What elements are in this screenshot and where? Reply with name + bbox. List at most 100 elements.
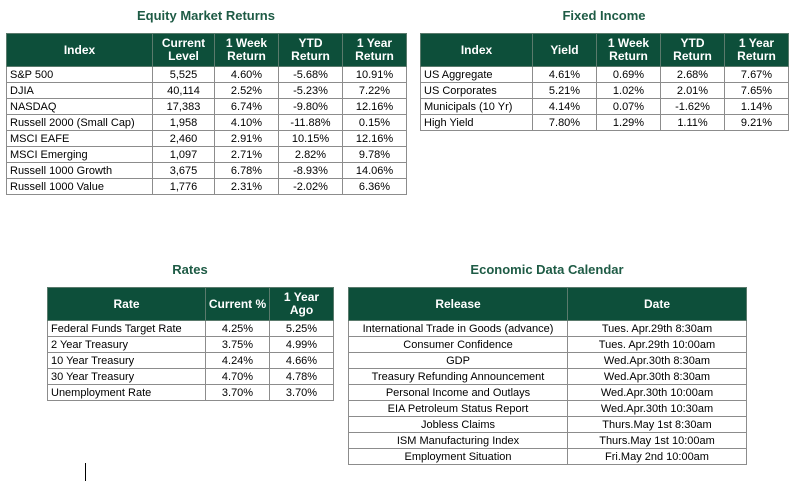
week-return: 1.02%: [596, 82, 661, 99]
table-row: US Aggregate 4.61% 0.69% 2.68% 7.67%: [420, 66, 789, 83]
table-row: 10 Year Treasury 4.24% 4.66%: [47, 352, 334, 369]
table-row: EIA Petroleum Status Report Wed.Apr.30th…: [348, 400, 747, 417]
ytd-return: -11.88%: [278, 114, 343, 131]
index-name: DJIA: [6, 82, 153, 99]
table-row: US Corporates 5.21% 1.02% 2.01% 7.65%: [420, 82, 789, 99]
year-ago-rate: 5.25%: [269, 320, 334, 337]
equity-header-1-week-return: 1 Week Return: [214, 33, 279, 67]
year-ago-rate: 3.70%: [269, 384, 334, 401]
table-row: 2 Year Treasury 3.75% 4.99%: [47, 336, 334, 353]
rates-table: Rate Current % 1 Year Ago Federal Funds …: [47, 287, 334, 401]
index-name: High Yield: [420, 114, 533, 131]
current-rate: 3.70%: [205, 384, 270, 401]
table-row: Employment Situation Fri.May 2nd 10:00am: [348, 448, 747, 465]
yield: 5.21%: [532, 82, 597, 99]
index-name: Russell 1000 Value: [6, 178, 153, 195]
year-return: 7.22%: [342, 82, 407, 99]
index-name: Municipals (10 Yr): [420, 98, 533, 115]
rates-header-row: Rate Current % 1 Year Ago: [47, 287, 334, 321]
week-return: 2.52%: [214, 82, 279, 99]
ytd-return: 1.11%: [660, 114, 725, 131]
table-row: Unemployment Rate 3.70% 3.70%: [47, 384, 334, 401]
week-return: 2.31%: [214, 178, 279, 195]
week-return: 0.07%: [596, 98, 661, 115]
release-date: Tues. Apr.29th 8:30am: [567, 320, 747, 337]
year-return: 9.78%: [342, 146, 407, 163]
equity-header-current-level: Current Level: [152, 33, 215, 67]
current-rate: 4.70%: [205, 368, 270, 385]
current-rate: 4.25%: [205, 320, 270, 337]
table-row: 30 Year Treasury 4.70% 4.78%: [47, 368, 334, 385]
release-date: Fri.May 2nd 10:00am: [567, 448, 747, 465]
year-return: 7.65%: [724, 82, 789, 99]
index-name: Russell 2000 (Small Cap): [6, 114, 153, 131]
release-date: Tues. Apr.29th 10:00am: [567, 336, 747, 353]
table-row: Jobless Claims Thurs.May 1st 8:30am: [348, 416, 747, 433]
equity-header-index: Index: [6, 33, 153, 67]
table-row: Russell 1000 Value 1,776 2.31% -2.02% 6.…: [6, 178, 407, 195]
calendar-header-date: Date: [567, 287, 747, 321]
rate-name: 30 Year Treasury: [47, 368, 206, 385]
week-return: 0.69%: [596, 66, 661, 83]
current-level: 1,958: [152, 114, 215, 131]
fixed-income-header-row: Index Yield 1 Week Return YTD Return 1 Y…: [420, 33, 789, 67]
year-return: 12.16%: [342, 130, 407, 147]
release-name: Personal Income and Outlays: [348, 384, 568, 401]
table-row: DJIA 40,114 2.52% -5.23% 7.22%: [6, 82, 407, 99]
fixed-income-title: Fixed Income: [562, 8, 646, 23]
current-rate: 4.24%: [205, 352, 270, 369]
release-date: Wed.Apr.30th 10:00am: [567, 384, 747, 401]
table-row: Russell 1000 Growth 3,675 6.78% -8.93% 1…: [6, 162, 407, 179]
current-level: 1,097: [152, 146, 215, 163]
current-level: 2,460: [152, 130, 215, 147]
release-date: Wed.Apr.30th 8:30am: [567, 368, 747, 385]
index-name: US Corporates: [420, 82, 533, 99]
fixed-income-table: Index Yield 1 Week Return YTD Return 1 Y…: [420, 33, 789, 131]
year-return: 0.15%: [342, 114, 407, 131]
equity-table: Index Current Level 1 Week Return YTD Re…: [6, 33, 407, 195]
year-ago-rate: 4.66%: [269, 352, 334, 369]
rate-name: 10 Year Treasury: [47, 352, 206, 369]
year-return: 7.67%: [724, 66, 789, 83]
ytd-return: 2.01%: [660, 82, 725, 99]
current-level: 3,675: [152, 162, 215, 179]
release-name: GDP: [348, 352, 568, 369]
ytd-return: -5.68%: [278, 66, 343, 83]
text-cursor[interactable]: [85, 463, 86, 481]
index-name: US Aggregate: [420, 66, 533, 83]
year-return: 10.91%: [342, 66, 407, 83]
week-return: 1.29%: [596, 114, 661, 131]
index-name: S&P 500: [6, 66, 153, 83]
table-row: High Yield 7.80% 1.29% 1.11% 9.21%: [420, 114, 789, 131]
table-row: Consumer Confidence Tues. Apr.29th 10:00…: [348, 336, 747, 353]
calendar-header-row: Release Date: [348, 287, 747, 321]
release-name: Employment Situation: [348, 448, 568, 465]
rates-title: Rates: [172, 262, 208, 277]
table-row: Federal Funds Target Rate 4.25% 5.25%: [47, 320, 334, 337]
table-row: Russell 2000 (Small Cap) 1,958 4.10% -11…: [6, 114, 407, 131]
release-date: Thurs.May 1st 8:30am: [567, 416, 747, 433]
year-return: 6.36%: [342, 178, 407, 195]
fixed-income-header-index: Index: [420, 33, 533, 67]
index-name: Russell 1000 Growth: [6, 162, 153, 179]
fixed-income-header-1-year-return: 1 Year Return: [724, 33, 789, 67]
table-row: Personal Income and Outlays Wed.Apr.30th…: [348, 384, 747, 401]
index-name: MSCI EAFE: [6, 130, 153, 147]
ytd-return: -5.23%: [278, 82, 343, 99]
table-row: GDP Wed.Apr.30th 8:30am: [348, 352, 747, 369]
ytd-return: -2.02%: [278, 178, 343, 195]
release-name: Jobless Claims: [348, 416, 568, 433]
rates-header-rate: Rate: [47, 287, 206, 321]
table-row: MSCI Emerging 1,097 2.71% 2.82% 9.78%: [6, 146, 407, 163]
calendar-header-release: Release: [348, 287, 568, 321]
year-return: 12.16%: [342, 98, 407, 115]
rate-name: 2 Year Treasury: [47, 336, 206, 353]
equity-header-row: Index Current Level 1 Week Return YTD Re…: [6, 33, 407, 67]
ytd-return: 10.15%: [278, 130, 343, 147]
table-row: Treasury Refunding Announcement Wed.Apr.…: [348, 368, 747, 385]
week-return: 6.78%: [214, 162, 279, 179]
year-return: 14.06%: [342, 162, 407, 179]
week-return: 4.60%: [214, 66, 279, 83]
yield: 7.80%: [532, 114, 597, 131]
index-name: NASDAQ: [6, 98, 153, 115]
